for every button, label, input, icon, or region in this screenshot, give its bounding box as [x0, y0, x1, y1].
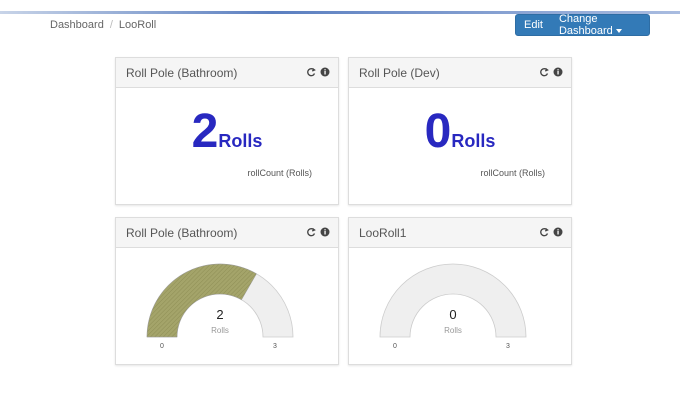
refresh-icon[interactable] [307, 227, 316, 237]
card-icons [539, 226, 563, 240]
gauge-max: 3 [273, 343, 277, 350]
change-dashboard-button[interactable]: Change Dashboard [551, 13, 649, 37]
icons [307, 227, 330, 237]
refresh-icon[interactable] [540, 67, 549, 77]
gauge-fill [146, 263, 257, 338]
info-icon[interactable] [320, 227, 330, 237]
caption: rollCount (Rolls) [480, 168, 545, 178]
info-icon[interactable] [320, 67, 330, 77]
card: LooRoll1 0 Rolls 0 3 [348, 217, 572, 365]
gauge-value: 0 [449, 307, 456, 322]
card-header: Roll Pole (Bathroom) [116, 218, 338, 248]
card-header: Roll Pole (Dev) [349, 58, 571, 88]
unit: Rolls [451, 131, 496, 151]
value: 2 [191, 105, 219, 158]
card: Roll Pole (Dev) 0Rolls rollCount (Rolls) [348, 57, 572, 205]
breadcrumb-item[interactable]: LooRoll [118, 19, 157, 31]
card-icons [539, 66, 563, 80]
gauge-min: 0 [160, 343, 164, 350]
icons [307, 67, 330, 77]
big-value: 2Rolls [116, 104, 338, 159]
gauge: 2 Rolls 0 3 [146, 263, 294, 350]
button-label: Change Dashboard [558, 13, 613, 37]
unit: Rolls [218, 131, 263, 151]
caption: rollCount (Rolls) [247, 168, 312, 178]
gauge-unit: Rolls [444, 326, 462, 335]
card-title: Roll Pole (Dev) [359, 66, 440, 80]
card-title: Roll Pole (Bathroom) [126, 66, 238, 80]
gauge: 0 Rolls 0 3 [379, 263, 527, 350]
gauge-value: 2 [216, 307, 223, 322]
breadcrumb-item[interactable]: Dashboard [50, 19, 104, 31]
info-icon[interactable] [553, 67, 563, 77]
card-title: LooRoll1 [359, 226, 407, 240]
card: Roll Pole (Bathroom) 2Rolls rollCount (Rol… [115, 57, 339, 205]
big-value: 0Rolls [349, 104, 571, 159]
card-icons [306, 226, 330, 240]
button-group: Edit Change Dashboard [515, 13, 650, 37]
caret [615, 29, 622, 34]
top-bar [0, 11, 680, 14]
icons [540, 227, 563, 237]
icons [540, 67, 563, 77]
card-header: LooRoll1 [349, 218, 571, 248]
card-title: Roll Pole (Bathroom) [126, 226, 238, 240]
breadcrumb: Dashboard / LooRoll [50, 19, 156, 31]
gauge-max: 3 [506, 343, 510, 350]
card-icons [306, 66, 330, 80]
refresh-icon[interactable] [540, 227, 549, 237]
card: Roll Pole (Bathroom) 2 Rolls 0 3 [115, 217, 339, 365]
refresh-icon[interactable] [307, 67, 316, 77]
card-header: Roll Pole (Bathroom) [116, 58, 338, 88]
breadcrumb-separator: / [109, 19, 113, 31]
gauge-min: 0 [393, 343, 397, 350]
edit-button[interactable]: Edit [524, 19, 543, 31]
value: 0 [424, 105, 452, 158]
info-icon[interactable] [553, 227, 563, 237]
gauge-unit: Rolls [211, 326, 229, 335]
gauge-track [379, 263, 527, 338]
